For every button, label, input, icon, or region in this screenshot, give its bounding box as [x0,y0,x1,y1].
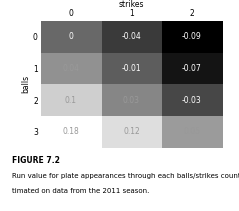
Text: 0.1: 0.1 [65,96,77,105]
Text: timated on data from the 2011 season.: timated on data from the 2011 season. [12,188,149,194]
Text: 0.05: 0.05 [184,127,201,136]
Text: -0.01: -0.01 [122,64,141,73]
Text: -0.03: -0.03 [182,96,202,105]
Y-axis label: balls: balls [21,75,30,93]
Text: Run value for plate appearances through each balls/strikes count.  Values es-: Run value for plate appearances through … [12,173,239,179]
Text: -0.07: -0.07 [182,64,202,73]
Text: -0.04: -0.04 [122,32,141,41]
Text: 0.12: 0.12 [123,127,140,136]
Text: 0.04: 0.04 [62,64,79,73]
Text: -0.09: -0.09 [182,32,202,41]
Text: 0.18: 0.18 [63,127,79,136]
Text: 0.03: 0.03 [123,96,140,105]
Text: FIGURE 7.2: FIGURE 7.2 [12,156,60,165]
Text: 0: 0 [68,32,73,41]
X-axis label: strikes: strikes [119,0,144,8]
